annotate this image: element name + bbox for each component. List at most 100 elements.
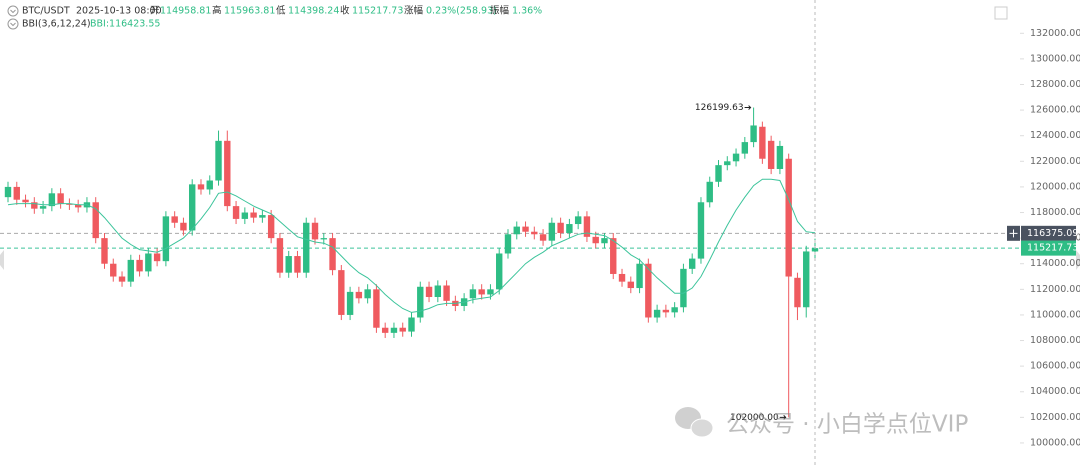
candle-body [285,256,292,273]
candle-body [4,186,12,198]
candle-body [741,142,749,154]
candle-body [197,184,205,190]
y-tick-label: 124000.00 [1030,130,1080,141]
candle-body [425,286,433,298]
header-label: 开 [150,6,160,17]
header-value: 115963.81 [224,6,275,17]
watermark: 公众号 · 小白学点位VIP [675,407,968,438]
candle-body [303,222,310,273]
plot-area: BTC/USDT 2025-10-13 08:00开 114958.81 高 11596… [0,5,1080,448]
candle-body [767,140,775,169]
header-label: 振幅 [490,5,510,17]
toggle-icon-chevron [10,22,16,27]
candle-body [680,268,687,308]
candle-body [180,222,187,231]
y-tick-label: 114000.00 [1030,258,1080,269]
header-value: 115217.73 [352,6,403,17]
header-label: 收 [340,5,350,17]
header-label: 低 [276,5,286,17]
toggle-icon[interactable] [7,18,19,30]
header-label: 高 [212,5,222,17]
candle-body [145,253,152,272]
candle-body [566,224,573,233]
candle-body [329,238,336,271]
crosshair-price-tag [1021,225,1076,241]
candle-body [601,238,608,244]
candle-body [101,238,108,264]
candle-body [574,216,582,225]
watermark-logo [690,418,714,438]
candle-body [776,145,784,169]
header-value: 114958.81 [160,6,211,17]
candle-body [443,285,450,301]
candle-body [662,309,670,313]
candle-body [803,251,810,308]
candle-body [478,289,485,295]
y-tick-label: 110000.00 [1030,309,1080,320]
indicator-name: BBI(3,6,12,24) [22,19,91,30]
candle-body [373,289,380,328]
candle-body [250,212,257,218]
scroll-left[interactable] [0,250,4,270]
header-value: 1.36% [512,6,542,17]
candle-body [127,259,135,282]
candle-body [276,238,284,273]
candle-body [618,273,626,282]
last-price-tag [1021,240,1076,256]
candle-body [189,184,196,231]
candle-body [118,276,126,282]
y-tick-label: 102000.00 [1030,412,1080,423]
candle-body [583,216,591,237]
candle-body [31,202,38,209]
candle-body [346,291,354,315]
extreme-label: 126199.63 [695,103,744,113]
scroll-right[interactable] [1076,250,1080,270]
expand-button[interactable] [994,6,1008,20]
y-tick-label: 130000.00 [1030,53,1080,64]
y-tick-label: 104000.00 [1030,386,1080,397]
candle-body [74,204,82,208]
candle-body [627,281,634,289]
candle-body [171,216,178,223]
header-value: 0.23%(258.93) [426,6,497,17]
candle-body [636,263,643,289]
y-tick-label: 128000.00 [1030,79,1080,90]
candle-body [206,180,213,190]
candle-body [320,238,327,240]
y-tick-label: 132000.00 [1030,28,1080,39]
candle-body [706,181,713,203]
candle-body [697,202,705,259]
candle-body [267,215,275,239]
candle-body [39,206,47,209]
extreme-arrow [779,414,787,420]
candle-body [531,231,538,235]
candle-body [215,140,222,181]
candle-body [671,307,678,313]
candle-body [110,263,117,277]
candle-body [92,202,99,239]
candle-body [381,327,389,333]
y-tick-label: 120000.00 [1030,181,1080,192]
candle-body [759,126,766,159]
y-tick-label: 126000.00 [1030,105,1080,116]
candle-body [653,309,661,318]
toggle-icon[interactable] [7,5,19,17]
bbi-line [7,178,816,313]
candle-body [715,165,722,182]
candle-body [13,186,20,200]
candle-body [241,212,249,219]
candle-body [688,258,696,269]
candle-body [390,327,398,333]
candle-body [48,193,56,207]
candle-body [338,270,345,315]
candle-body [645,263,652,318]
candle-body [136,259,143,272]
candle-body [57,193,64,204]
header-label: 涨幅 [404,5,424,17]
last-price-label: 115217.73 [1027,243,1078,254]
y-tick-label: 100000.00 [1030,437,1080,448]
candle-body [522,226,529,232]
candle-body [592,236,599,244]
candle-body [232,206,240,219]
candle-body [548,222,556,241]
